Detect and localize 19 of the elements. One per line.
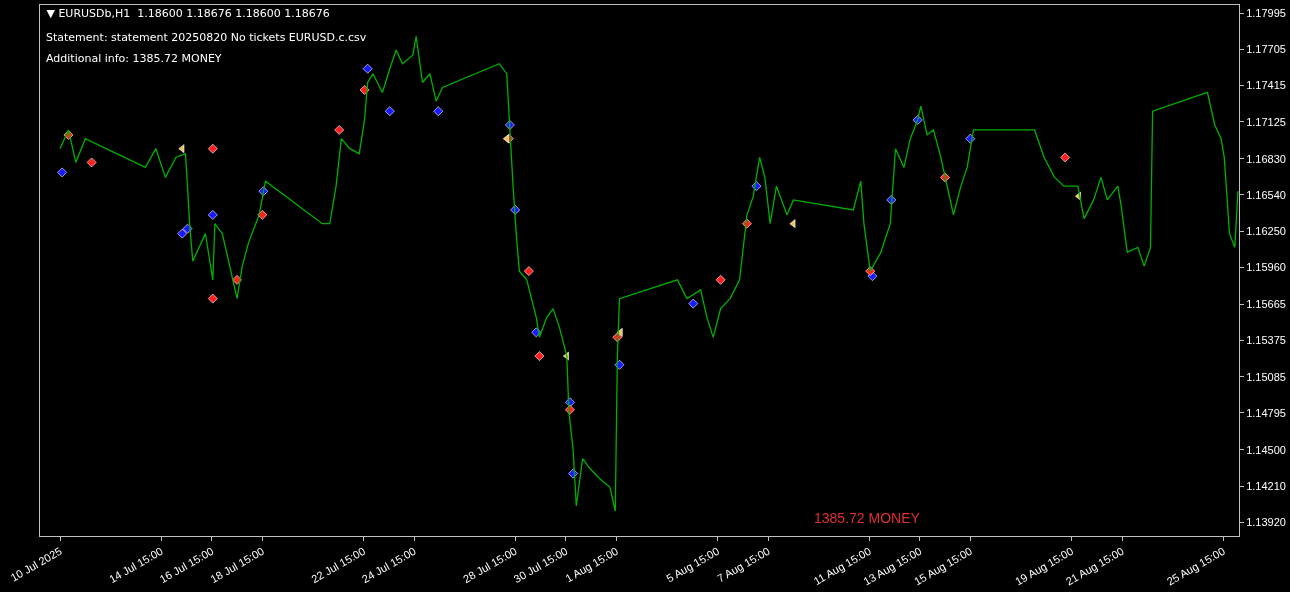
annotation: Statement: statement 20250820 No tickets EURUSD.c.csv — [46, 31, 367, 44]
y-tick-label: 1.16540 — [1246, 188, 1286, 201]
chart-title: ▼ EURUSDb,H1 1.18600 1.18676 1.18600 1.18676 — [46, 6, 330, 20]
y-tick-label: 1.14500 — [1246, 443, 1286, 456]
y-tick-label: 1.15665 — [1246, 298, 1286, 311]
y-tick-label: 1.17415 — [1246, 79, 1286, 92]
y-tick-label: 1.17125 — [1246, 115, 1286, 128]
y-tick-label: 1.17995 — [1246, 6, 1286, 19]
y-tick-label: 1.13920 — [1246, 516, 1286, 529]
annotation: 1385.72 MONEY — [814, 510, 921, 526]
y-tick-label: 1.15375 — [1246, 334, 1286, 347]
y-tick-label: 1.16830 — [1246, 152, 1286, 165]
y-tick-label: 1.14210 — [1246, 479, 1286, 492]
y-tick-label: 1.17705 — [1246, 43, 1286, 56]
annotation: Additional info: 1385.72 MONEY — [46, 52, 222, 65]
y-tick-label: 1.15085 — [1246, 370, 1286, 383]
y-tick-label: 1.14795 — [1246, 406, 1286, 419]
y-tick-label: 1.15960 — [1246, 261, 1286, 274]
y-tick-label: 1.16250 — [1246, 224, 1286, 237]
